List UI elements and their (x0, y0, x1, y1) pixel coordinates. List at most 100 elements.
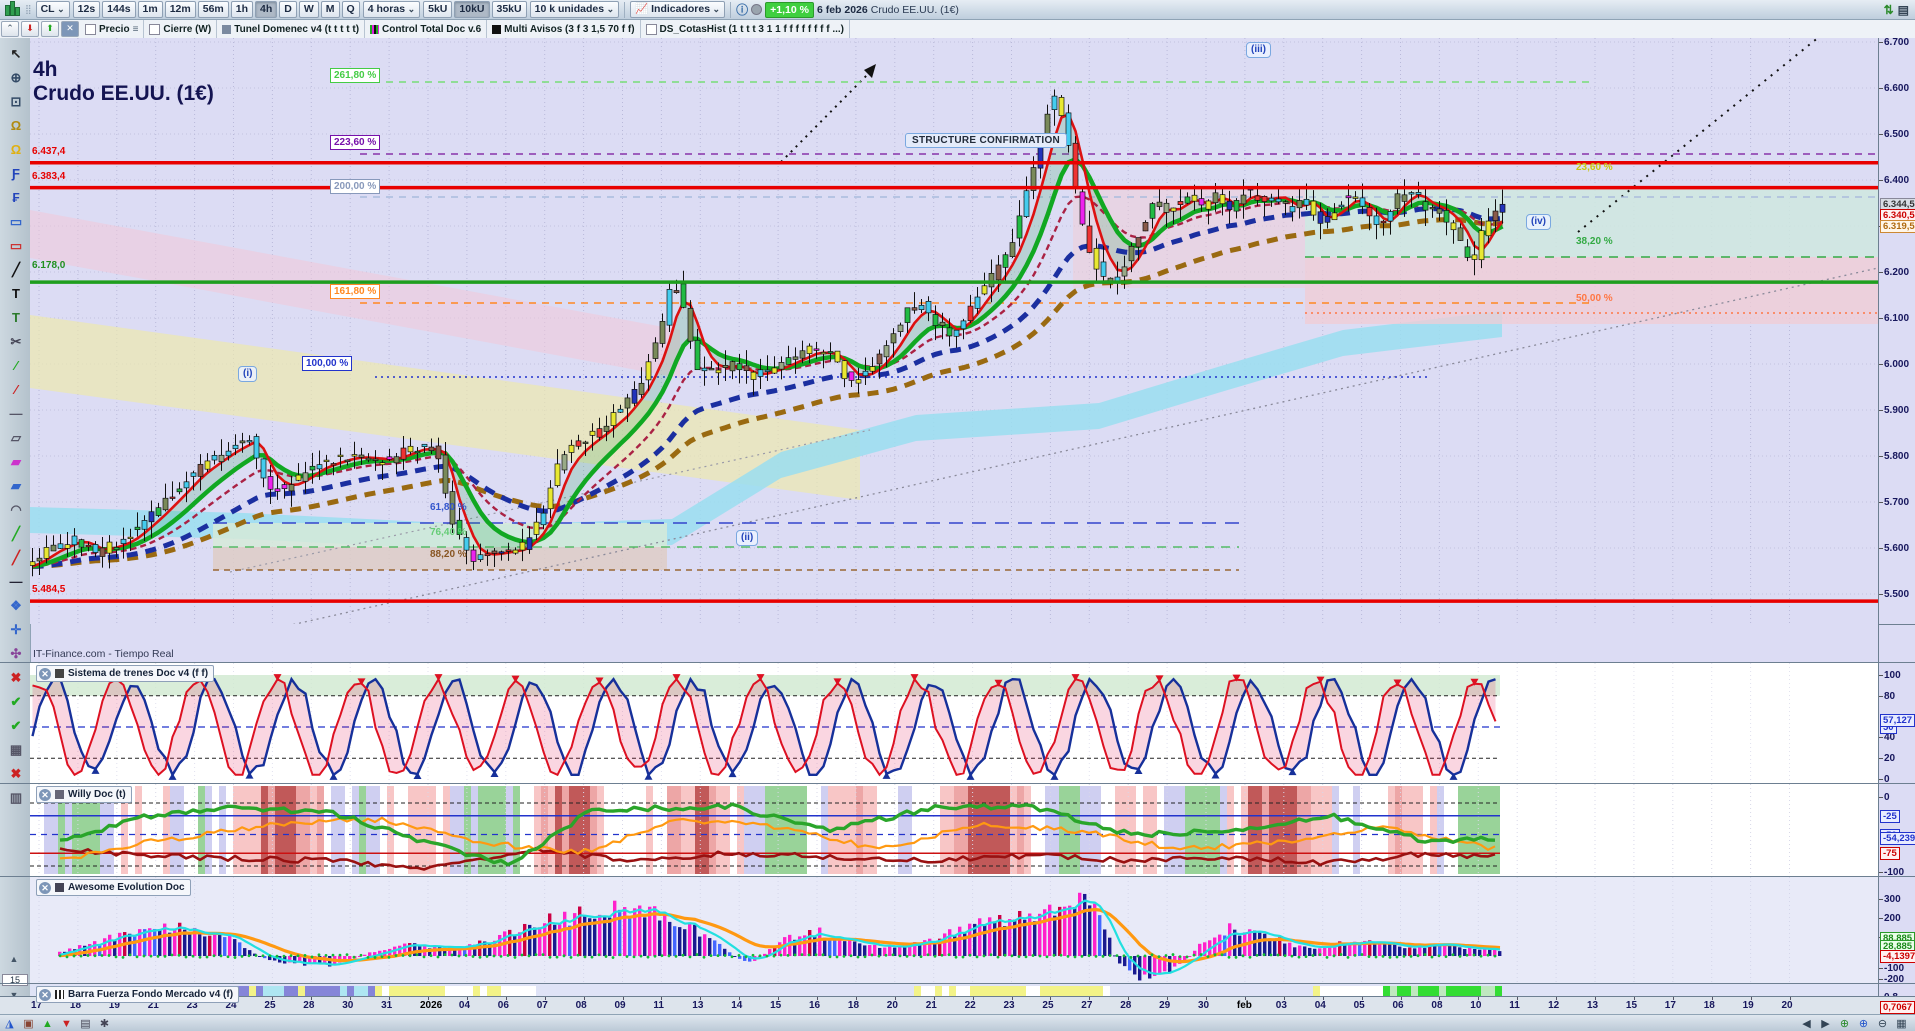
lines-red-icon[interactable]: ∕ (14, 382, 18, 397)
overlay-close-icon[interactable]: ✕ (61, 21, 79, 37)
lines-green-icon[interactable]: ∕ (14, 358, 18, 373)
scroll-down-icon[interactable]: ▼ (9, 990, 19, 1000)
trend-red-icon[interactable]: ╱ (12, 550, 20, 565)
indicators-menu[interactable]: 📈 Indicadores (630, 1, 726, 18)
poly-blue-icon[interactable]: ▰ (11, 478, 21, 493)
panel2-current-value: -54,239 (1880, 831, 1915, 845)
time-tick: 25 (1042, 1000, 1054, 1011)
price-axis[interactable]: 6.7006.6006.5006.4006.3006.2006.1006.000… (1878, 37, 1915, 1031)
detach-icon[interactable]: ▤ (1897, 2, 1909, 17)
alarm-add-icon[interactable]: Ω (10, 118, 22, 133)
panel1-tick: 80 (1878, 690, 1896, 702)
scroll-left-icon[interactable]: ◀ (1802, 1017, 1811, 1030)
unit-5kU[interactable]: 5kU (423, 1, 453, 18)
text-tool-icon[interactable]: T (12, 286, 20, 301)
checkbox-empty-icon (645, 23, 657, 35)
fib-retracement-icon[interactable]: Ƒ (12, 166, 20, 181)
collapse-overlays-button[interactable]: ⌃ (1, 21, 19, 37)
panel-willy-doc[interactable] (30, 784, 1878, 876)
timeframe-M[interactable]: M (320, 1, 340, 18)
main-chart[interactable] (30, 38, 1878, 624)
timeframe-D[interactable]: D (279, 1, 297, 18)
zoom-in-blue-icon[interactable]: ⊕ (1858, 1017, 1869, 1030)
scroll-up-icon[interactable]: ▲ (9, 954, 19, 964)
hline-tool-icon[interactable]: ― (9, 574, 23, 589)
bars-count-box[interactable]: 15 (2, 974, 28, 986)
confirm2-tool-icon[interactable]: ✔ (10, 718, 22, 733)
period-select[interactable]: 4 horas (362, 1, 421, 18)
time-tick: 24 (225, 1000, 237, 1011)
alarm-icon[interactable]: Ω (10, 142, 22, 157)
sell-icon[interactable]: ▼ (61, 1017, 72, 1030)
trend-green-icon[interactable]: ╱ (12, 526, 20, 541)
time-tick: 21 (925, 1000, 937, 1011)
confirm-tool-icon[interactable]: ✔ (10, 694, 22, 709)
stat-tool-icon[interactable]: ▥ (9, 790, 23, 805)
delete-tool-icon[interactable]: ✖ (10, 670, 22, 685)
panel2-close-icon[interactable]: ✕ (39, 788, 51, 801)
cursor-tool-icon[interactable]: ↖ (10, 46, 22, 61)
arc-tool-icon[interactable]: ◠ (10, 502, 22, 517)
time-tick: 25 (264, 1000, 276, 1011)
calc-tool-icon[interactable]: ▦ (9, 742, 23, 757)
fit-screen-icon[interactable]: ▦ (1896, 1017, 1907, 1030)
snapshot-icon[interactable]: ▣ (23, 1017, 34, 1030)
timeframe-12s[interactable]: 12s (72, 1, 101, 18)
timeframe-56m[interactable]: 56m (197, 1, 229, 18)
panel3-close-icon[interactable]: ✕ (39, 881, 51, 894)
settings-icon[interactable]: ✱ (99, 1017, 110, 1030)
cut-tool-icon[interactable]: ✂ (10, 334, 22, 349)
panel1-close-icon[interactable]: ✕ (39, 667, 51, 680)
overlay-item-2[interactable]: Tunel Domenec v4 (t t t t t) (217, 20, 366, 38)
change-badge: +1,10 % (765, 1, 814, 18)
text-tool-green-icon[interactable]: T (12, 310, 20, 325)
overlay-item-1[interactable]: Cierre (W) (144, 20, 218, 38)
overlay-item-3[interactable]: Control Total Doc v.6 (365, 20, 488, 38)
panel-sistema-de-trenes[interactable] (30, 663, 1878, 783)
overlay-down-icon[interactable]: ⬇ (21, 21, 39, 37)
symbol-select[interactable]: CL (35, 1, 70, 18)
info-icon[interactable]: ⓘ (736, 3, 749, 17)
buy-icon[interactable]: ▲ (42, 1017, 53, 1030)
close-tool-icon[interactable]: ✖ (10, 766, 22, 781)
overlay-item-0[interactable]: Precio ≡ (80, 20, 145, 38)
rect-blue-icon[interactable]: ▭ (9, 214, 23, 229)
platform-logo-icon[interactable]: ◮ (5, 1017, 14, 1030)
pencil-icon[interactable]: ╱ (12, 262, 20, 277)
time-tick: 16 (809, 1000, 821, 1011)
overlay-up-icon[interactable]: ⬆ (41, 21, 59, 37)
list-icon[interactable]: ≡ (132, 23, 139, 35)
ruler-icon[interactable]: ▱ (11, 430, 21, 445)
overlay-item-5[interactable]: DS_CotasHist (1 t t t 3 1 1 f f f f f f … (641, 20, 850, 38)
timeframe-1h[interactable]: 1h (230, 1, 254, 18)
zoom-tool-icon[interactable]: ⊕ (10, 70, 22, 85)
crosshair-tool-icon[interactable]: ✛ (10, 622, 22, 637)
list-icon[interactable]: ▤ (80, 1017, 91, 1030)
indicator-tool-icon[interactable]: ❖ (10, 598, 22, 613)
overlay-item-4[interactable]: Multi Avisos (3 f 3 1,5 70 f f) (487, 20, 641, 38)
timeframe-W[interactable]: W (298, 1, 319, 18)
scroll-right-icon[interactable]: ▶ (1821, 1017, 1830, 1030)
sort-arrows-icon[interactable]: ⇅ (1883, 2, 1894, 17)
unit-35kU[interactable]: 35kU (491, 1, 527, 18)
line-gray-icon[interactable]: ― (9, 406, 23, 421)
zoom-in-icon[interactable]: ⊕ (1839, 1017, 1850, 1030)
timeframe-1m[interactable]: 1m (137, 1, 163, 18)
toolbar-grip[interactable]: ⣿ (25, 4, 32, 14)
poly-magenta-icon[interactable]: ▰ (11, 454, 21, 469)
timeframe-12m[interactable]: 12m (164, 1, 196, 18)
zoom-out-icon[interactable]: ⊖ (1877, 1017, 1888, 1030)
panel4-close-icon[interactable]: ✕ (39, 988, 51, 1001)
timeframe-4h[interactable]: 4h (255, 1, 278, 18)
zoom-area-icon[interactable]: ⊡ (10, 94, 22, 109)
fib-line-icon[interactable]: ₣ (12, 190, 20, 205)
timeframe-Q[interactable]: Q (341, 1, 360, 18)
timeframe-144s[interactable]: 144s (102, 1, 136, 18)
time-axis[interactable]: 17 18 19 21 23 24 25 28 30 31 2026 04 06 07 08 09 11 13 14… (0, 996, 1915, 1015)
hand-tool-icon[interactable]: ✣ (10, 646, 22, 661)
units-select[interactable]: 10 k unidades (529, 1, 620, 18)
unit-10kU[interactable]: 10kU (454, 1, 490, 18)
rect-red-icon[interactable]: ▭ (9, 238, 23, 253)
panel-awesome-evolution[interactable] (30, 877, 1878, 983)
